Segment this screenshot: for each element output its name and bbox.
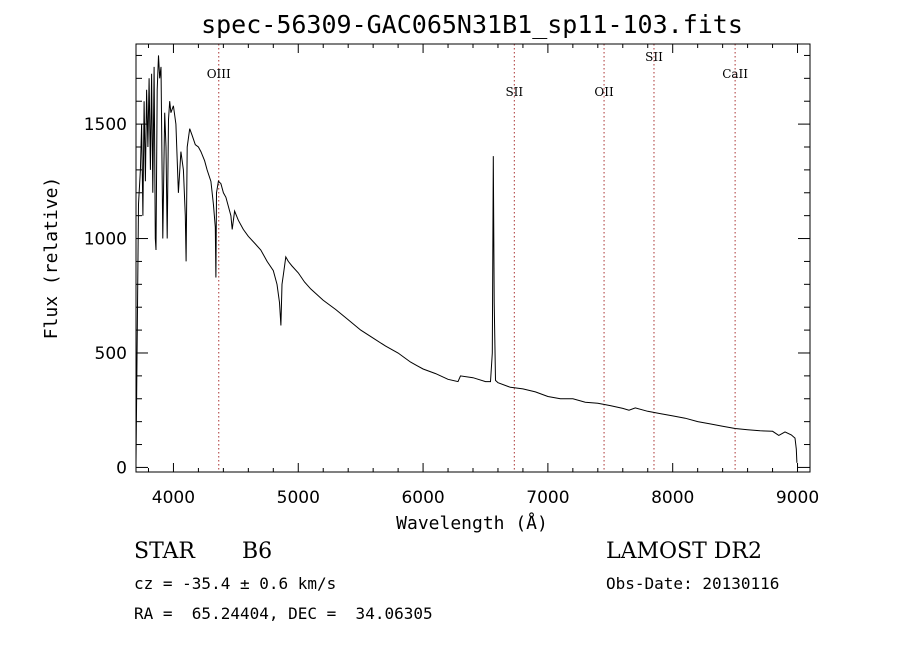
redshift-cz: cz = -35.4 ± 0.6 km/s [134,574,337,593]
object-subclass: B6 [242,539,273,564]
annotation-label: SII [645,50,663,64]
plot-frame [135,43,811,473]
annotation-label: SII [505,85,523,99]
x-axis-label: Wavelength (Å) [396,512,548,534]
survey-name: LAMOST DR2 [606,539,762,564]
x-tick-label: 8000 [651,488,694,508]
observation-date: Obs-Date: 20130116 [606,574,780,593]
y-tick-label: 0 [116,458,127,478]
annotation-label: OII [594,85,614,99]
spectrum-line [135,55,798,463]
x-tick-label: 6000 [401,488,444,508]
y-tick-label: 1500 [84,115,127,135]
x-tick-label: 9000 [776,488,819,508]
x-tick-label: 7000 [526,488,569,508]
x-tick-label: 5000 [277,488,320,508]
object-class: STAR [134,539,195,564]
y-axis-label: Flux (relative) [41,177,62,340]
annotation-label: OIII [207,67,231,81]
line-annotations: OIII SII OII SII CaII [207,44,748,472]
y-tick-label: 1000 [84,230,127,250]
y-tick-label: 500 [95,344,127,364]
coordinates: RA = 65.24404, DEC = 34.06305 [134,604,433,623]
x-tick-label: 4000 [152,488,195,508]
annotation-label: CaII [722,67,748,81]
chart-title: spec-56309-GAC065N31B1_sp11-103.fits [201,10,743,39]
axis-ticks: 4000 5000 6000 7000 8000 9000 0 500 1000 1500 [84,44,819,508]
